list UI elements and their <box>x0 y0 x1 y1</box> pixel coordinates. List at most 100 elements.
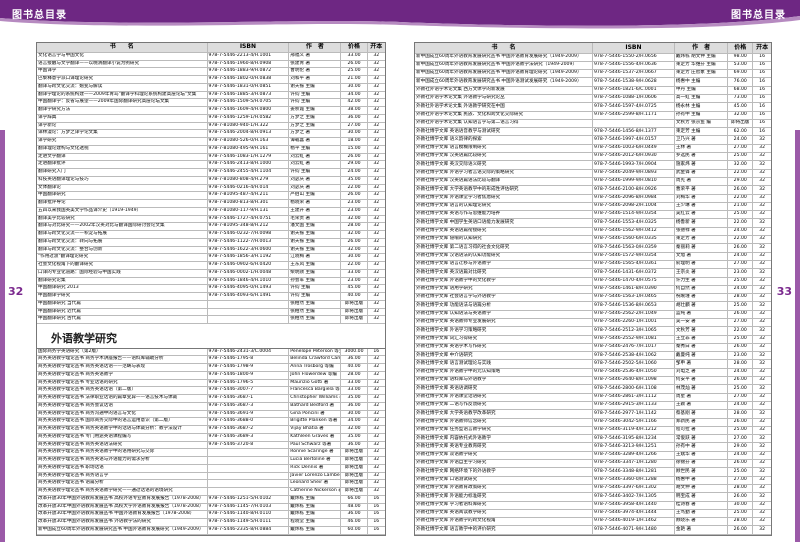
cell: 32 <box>373 76 380 82</box>
book-row: 外教社博学文库 外语学习策略研究 978-7-5446-2512-3/H.1065… <box>415 327 771 336</box>
cell: 改革开放30年中国外语教育发展丛书 外语教学法的研究 <box>37 519 208 526</box>
cell: 32 <box>373 269 380 275</box>
cell: 语言接触与文学翻译——以晚清翻译小说为例研究 <box>37 60 208 68</box>
cell: 蓝纯 著 <box>675 310 729 318</box>
book-row: 改革开放30年中国外语教育发展丛书 高校大学外语教育发展报告（1978-2008… <box>37 503 385 512</box>
cell: 978-7-5446-2800-6/H.1108 <box>593 385 675 393</box>
cell: 方梦之 主编 <box>289 122 342 130</box>
cell: 32 <box>373 364 380 370</box>
cell: 王笃勤 著 <box>675 509 729 518</box>
cell: 外教社博学文库 汉语语法的认知功能研究 <box>415 252 593 260</box>
book-row: 外教社博学文库 口语测试研究 978-7-5446-3360-0/H.1288 杨惠… <box>415 476 771 485</box>
side-strip <box>0 130 5 542</box>
cell: 32.00 <box>341 426 368 433</box>
cell: 978-7-5446-2915-3/H.1133 <box>593 401 675 410</box>
cell: 24.00 <box>728 136 754 144</box>
cell: 刘云虹 著 <box>289 161 342 169</box>
cell: 译学辞典 <box>37 114 208 122</box>
cell: 978-7-5446-3397-6/H.1302 <box>593 484 675 493</box>
cell: 秦秀白 著 <box>675 343 729 352</box>
cell: 978-7-5446-1997-4/H.0157 <box>593 136 675 144</box>
cell: 26.00 <box>341 192 368 200</box>
cell: 53.00 <box>728 61 754 70</box>
cell: 32 <box>759 493 765 499</box>
cell: 978-7-5446-2012-6/H.0930 <box>593 153 675 161</box>
cell: 译学新论 <box>37 122 208 130</box>
cell: 25.00 <box>728 509 754 518</box>
cell: 18.00 <box>341 138 368 145</box>
cell: 即将出版 <box>341 472 368 480</box>
cell: 商务英语教学理论丛书 商务英语与外语能力的需求分析 <box>37 457 208 464</box>
cell: 32 <box>373 68 380 74</box>
cell: 978-7-5446-1802-0/H.0838 <box>208 76 290 83</box>
cell: 32 <box>759 476 765 482</box>
book-row: 商务英语教学理论丛书 商务英语教学 978-7-5446-1800-9 John F… <box>37 371 385 380</box>
cell: 26.00 <box>728 377 754 385</box>
cell: 978-7-5446-2455-4/H.1104 <box>208 169 290 176</box>
book-row: 商务英语教学理论丛书 语篇分析 Leonard Sheir 著即将出版 32 <box>37 480 385 489</box>
book-row: 外教社博学文库 词汇习得研究 978-7-5446-2552-9/H.1081 王立… <box>415 335 771 344</box>
cell: 25.00 <box>341 68 368 76</box>
cell: 24.00 <box>728 252 754 260</box>
cell: 外教社博学文库 词汇习得研究 <box>415 335 593 343</box>
cell: 32 <box>373 371 380 377</box>
cell: 978-7-5446-3348-8/H.1281 <box>593 468 675 476</box>
cell: 22.00 <box>341 262 368 269</box>
book-row: 外教社博学文库 任务型语言教学研究 978-7-5446-3119-4/H.121… <box>415 426 771 436</box>
book-row: 翻译学研究方法 978-7-5446-1609-4/H.0800 姜秋霞 主编 38.… <box>37 107 385 115</box>
book-row: 译学研究 978-7-81080-526-0/H.163 谭载喜 著 18.00 32 <box>37 138 385 146</box>
cell: 外教社博学文库 英语学术写作研究 <box>415 343 593 352</box>
cell: 32 <box>373 285 380 291</box>
cell: 翻译与跨文化交流——积淀与拓展 <box>37 231 208 238</box>
cell: 翻译理论建构与文化透视 <box>37 145 208 153</box>
book-row: 翻译批评导论 978-7-81080-813-8/H.301 杨晓荣 著 23.00 3… <box>37 200 385 208</box>
cell: 36.00 <box>341 402 368 410</box>
cell: 孙有中 著 <box>675 443 729 451</box>
cell: 桂诗春 著 <box>675 501 729 509</box>
cell: 外教社博学文库 语义韵律的探索 <box>415 136 593 144</box>
book-row: 外教社博学文库 外语教学中的元认知策略 978-7-5446-2536-4/H.1… <box>415 368 771 378</box>
cell: 柴明颎 主编 <box>289 269 342 277</box>
book-row: 外教社博学文库 外语能力标准研究 978-7-5446-3402-7/H.1305… <box>415 493 771 502</box>
book-row: 外教社博学文库 中介语研究 978-7-5446-2538-4/H.1062 戴曼纯… <box>415 352 771 361</box>
cell: 外教社博学文库 第二语言习得的社会文化研究 <box>415 244 593 252</box>
column-header: 书 名 <box>415 43 593 53</box>
cell: 978-7-5446-1622-3/H.0600 <box>208 246 290 254</box>
cell: 978-7-5446-1883-9/H.0872 <box>208 68 290 76</box>
cell: 32 <box>373 223 380 229</box>
cell: Bathard Bedford 著 <box>289 402 342 410</box>
book-row: 翻译理论建构与文化透视 978-7-81080-495-9/H.161 杨平 主编 1… <box>37 145 385 154</box>
cell: Kathleen Graves 著 <box>289 433 342 441</box>
cell: 32 <box>759 443 765 449</box>
cell: Maurizio Gotti 著 <box>289 379 342 387</box>
book-row: 翻译研究论集 978-7-5446-1846-4/H.1010 孙会军 主编 23.0… <box>37 277 385 286</box>
header-row: 书 名 ISBN 作 者价格 开本 <box>415 43 771 54</box>
cell: 王林 著 <box>675 144 729 153</box>
cell: 32 <box>373 91 380 97</box>
book-row: 商务英语教学理论丛书 商务语言学 Javier Lorenzo Lambert 著… <box>37 472 385 481</box>
cell: 刘电芝 著 <box>675 368 729 377</box>
header-title: 图书总目录 <box>731 10 786 21</box>
cell: 23.00 <box>728 352 754 360</box>
cell: 顾晓乐 著 <box>675 518 729 526</box>
cell: 978-7-5446-1083-1/H.1279 <box>208 153 290 161</box>
cell: 32 <box>759 153 765 159</box>
cell: 32 <box>373 200 380 206</box>
cell: 外教社博学文库 隐喻的认知研究 <box>415 236 593 244</box>
cell: 商务英语教学理论丛书 专门用途英语课程编写 <box>37 433 208 441</box>
cell: 32 <box>373 153 380 159</box>
cell: 26.00 <box>341 153 368 161</box>
book-row: 外教社博学文库 内容依托式外语教学 978-7-5446-3195-8/H.123… <box>415 435 771 444</box>
cell: 26.00 <box>728 343 754 352</box>
book-row: 中国翻译研究 近代篇 张柏然 主编 即将出版 32 <box>37 308 385 317</box>
cell: 48.00 <box>341 503 368 511</box>
cell: 戴炜栋 主编 <box>289 526 342 534</box>
book-row: 商务英语教学理论丛书 专门用途英语课程编写 978-7-5446-3689-3 Ka… <box>37 433 385 442</box>
cell: 外教社博学文库 语料库与外语教学 <box>415 377 593 385</box>
cell: 29.00 <box>728 443 754 451</box>
book-row: 五四以来我国英美文学作品译介史（1919-1949） 978-7-81080-11… <box>37 207 385 216</box>
cell: 22.00 <box>341 184 368 192</box>
cell: 高一虹 主编 <box>675 94 729 103</box>
cell: 23.00 <box>341 200 368 207</box>
